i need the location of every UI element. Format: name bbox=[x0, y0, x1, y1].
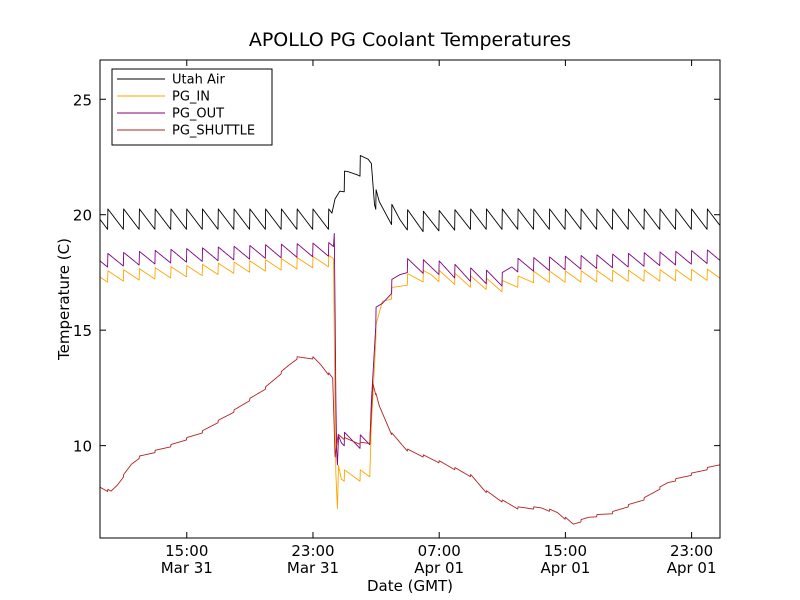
x-tick-label-date: Apr 01 bbox=[540, 559, 590, 577]
x-tick-label-time: 07:00 bbox=[418, 542, 461, 560]
x-tick-label-time: 15:00 bbox=[544, 542, 587, 560]
y-tick-label: 15 bbox=[73, 322, 92, 340]
chart-title: APOLLO PG Coolant Temperatures bbox=[249, 29, 571, 51]
plot-frame bbox=[99, 59, 721, 539]
legend-label: Utah Air bbox=[172, 73, 225, 88]
x-tick-label-date: Mar 31 bbox=[161, 559, 213, 577]
x-tick-label-date: Apr 01 bbox=[414, 559, 464, 577]
legend: Utah Air PG_IN PG_OUT PG_SHUTTLE bbox=[111, 68, 273, 146]
x-tick-label-date: Mar 31 bbox=[287, 559, 339, 577]
x-tick-label-date: Apr 01 bbox=[667, 559, 717, 577]
series-line-pg-in bbox=[100, 255, 720, 510]
x-axis-title: Date (GMT) bbox=[367, 577, 453, 595]
x-tick-label-time: 23:00 bbox=[670, 542, 713, 560]
series-line-pg-out bbox=[100, 232, 720, 466]
legend-box bbox=[111, 68, 273, 146]
y-tick-label: 20 bbox=[73, 207, 92, 225]
y-tick-label: 10 bbox=[73, 438, 92, 456]
x-tick-label-time: 23:00 bbox=[291, 542, 334, 560]
x-tick-label-time: 15:00 bbox=[165, 542, 208, 560]
y-tick-label: 25 bbox=[73, 91, 92, 109]
legend-label: PG_SHUTTLE bbox=[172, 124, 255, 139]
legend-label: PG_OUT bbox=[172, 107, 224, 122]
series-group bbox=[100, 155, 720, 525]
series-line-pg-shuttle bbox=[100, 356, 720, 525]
legend-label: PG_IN bbox=[172, 90, 210, 105]
series-line-utah-air bbox=[100, 155, 720, 233]
y-axis-title: Temperature (C) bbox=[55, 238, 73, 361]
